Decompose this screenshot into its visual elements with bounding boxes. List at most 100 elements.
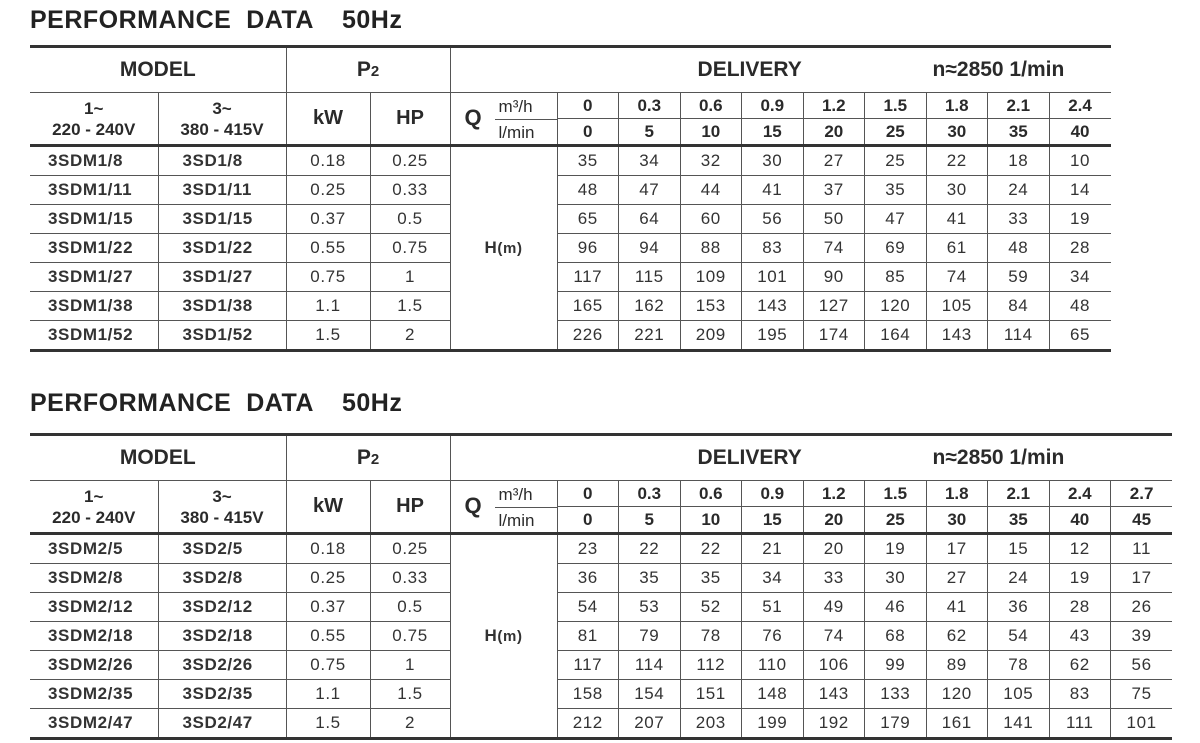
single-phase-header: 1~ 220 - 240V bbox=[30, 92, 159, 147]
head-value-cell: 68 bbox=[864, 621, 927, 651]
head-value-cell: 37 bbox=[802, 175, 866, 205]
head-value-cell: 154 bbox=[618, 679, 681, 709]
head-value-cell: 47 bbox=[864, 204, 927, 234]
flow-lmin-cell: 25 bbox=[864, 118, 927, 147]
model-single-phase: 3SDM1/8 bbox=[30, 145, 159, 176]
flow-lmin-cell: 0 bbox=[557, 506, 620, 535]
frequency-label: 50Hz bbox=[341, 6, 403, 34]
unit-lmin: l/min bbox=[498, 123, 535, 142]
model-three-phase: 3SD2/5 bbox=[157, 533, 287, 564]
power-kw: 1.1 bbox=[285, 679, 371, 709]
header-row: MODEL P2 DELIVERY n≈2850 1/min bbox=[30, 433, 1173, 481]
head-value-cell: 17 bbox=[1110, 563, 1173, 593]
power-hp: 0.5 bbox=[369, 204, 451, 234]
model-single-phase: 3SDM2/35 bbox=[30, 679, 159, 709]
head-value-cell: 79 bbox=[618, 621, 681, 651]
three-phase-header: 3~ 380 - 415V bbox=[157, 480, 287, 535]
power-hp: 1.5 bbox=[369, 679, 451, 709]
head-value-cell: 48 bbox=[987, 233, 1050, 263]
delivery-header: DELIVERY n≈2850 1/min bbox=[449, 433, 1173, 481]
table-row: 3SDM1/52 3SD1/52 1.5 2 226 221 209 195 174 164… bbox=[30, 320, 1111, 352]
flow-lmin-cell: 15 bbox=[741, 506, 804, 535]
flow-lmin-cell: 35 bbox=[987, 506, 1050, 535]
power-hp: 0.75 bbox=[369, 233, 451, 263]
head-value-cell: 23 bbox=[556, 533, 620, 564]
title-text: PERFORMANCE DATA bbox=[30, 389, 314, 417]
head-value-cell: 109 bbox=[679, 262, 743, 292]
table-row: 3SDM1/8 3SD1/8 0.18 0.25 H(m) 35 34 32 30 27 25… bbox=[30, 145, 1111, 352]
three-phase-header: 3~ 380 - 415V bbox=[157, 92, 287, 147]
single-phase-voltage: 220 - 240V bbox=[52, 119, 136, 139]
flow-lmin-cell: 5 bbox=[618, 118, 681, 147]
head-value-cell: 43 bbox=[1048, 621, 1112, 651]
table-row: 3SDM2/35 3SD2/35 1.1 1.5 158 154 151 148 143 1… bbox=[30, 679, 1173, 709]
power-kw: 0.37 bbox=[285, 204, 371, 234]
unit-lmin: l/min bbox=[498, 511, 535, 530]
flow-lmin-cell: 30 bbox=[925, 118, 989, 147]
head-value-cell: 192 bbox=[802, 708, 866, 740]
head-value-cell: 54 bbox=[556, 592, 620, 622]
head-value-cell: 34 bbox=[618, 145, 681, 176]
head-value-cell: 28 bbox=[1048, 233, 1111, 263]
head-value-cell: 49 bbox=[802, 592, 866, 622]
head-value-cell: 61 bbox=[925, 233, 989, 263]
head-value-cell: 96 bbox=[556, 233, 620, 263]
flow-m3h-cell: 0.6 bbox=[679, 480, 743, 507]
head-value-cell: 35 bbox=[679, 563, 743, 593]
head-value-cell: 120 bbox=[925, 679, 989, 709]
head-value-cell: 30 bbox=[864, 563, 927, 593]
head-value-cell: 143 bbox=[741, 291, 804, 321]
head-value-cell: 65 bbox=[556, 204, 620, 234]
head-value-cell: 195 bbox=[741, 320, 804, 352]
unit-m3h: m³/h bbox=[498, 97, 533, 116]
flow-m3h-cell: 1.5 bbox=[864, 92, 927, 119]
model-header: MODEL bbox=[30, 45, 287, 93]
flow-m3h-cell: 1.8 bbox=[925, 480, 989, 507]
head-value-cell: 64 bbox=[618, 204, 681, 234]
head-value-cell: 127 bbox=[802, 291, 866, 321]
flow-m3h-cell: 1.5 bbox=[864, 480, 927, 507]
head-value-cell: 12 bbox=[1048, 533, 1112, 564]
flow-m3h-cell: 0 bbox=[556, 480, 620, 507]
model-three-phase: 3SD1/11 bbox=[157, 175, 287, 205]
power-kw: 0.55 bbox=[285, 621, 371, 651]
unit-divider bbox=[494, 119, 557, 120]
model-single-phase: 3SDM2/8 bbox=[30, 563, 159, 593]
table-row: 3SDM1/15 3SD1/15 0.37 0.5 65 64 60 56 50 47 41 3… bbox=[30, 204, 1111, 234]
q-label: Q bbox=[464, 105, 482, 130]
head-value-cell: 17 bbox=[925, 533, 989, 564]
head-label: H(m) bbox=[449, 145, 558, 352]
head-value-cell: 26 bbox=[1110, 592, 1173, 622]
head-value-cell: 110 bbox=[741, 650, 804, 680]
model-single-phase: 3SDM1/15 bbox=[30, 204, 159, 234]
head-value-cell: 89 bbox=[925, 650, 989, 680]
table-row: 3SDM2/5 3SD2/5 0.18 0.25 H(m) 23 22 22 21 20 19… bbox=[30, 533, 1173, 740]
head-value-cell: 10 bbox=[1048, 145, 1111, 176]
power-kw: 0.55 bbox=[285, 233, 371, 263]
flow-m3h-cell: 0.9 bbox=[741, 92, 804, 119]
model-three-phase: 3SD2/18 bbox=[157, 621, 287, 651]
p2-subscript: 2 bbox=[370, 451, 380, 468]
power-kw: 0.18 bbox=[285, 533, 371, 564]
head-value-cell: 39 bbox=[1110, 621, 1173, 651]
head-value-cell: 65 bbox=[1048, 320, 1111, 352]
head-value-cell: 32 bbox=[679, 145, 743, 176]
head-value-cell: 83 bbox=[741, 233, 804, 263]
model-three-phase: 3SD1/27 bbox=[157, 262, 287, 292]
head-value-cell: 114 bbox=[987, 320, 1050, 352]
table-row: 3SDM1/11 3SD1/11 0.25 0.33 48 47 44 41 37 35 30… bbox=[30, 175, 1111, 205]
performance-table: MODEL P2 DELIVERY n≈2850 1/min 1~ 220 - 24… bbox=[30, 433, 1173, 740]
head-value-cell: 11 bbox=[1110, 533, 1173, 564]
head-label: H(m) bbox=[449, 533, 558, 740]
three-phase-voltage: 380 - 415V bbox=[180, 507, 264, 527]
head-value-cell: 221 bbox=[618, 320, 681, 352]
head-unit: (m) bbox=[497, 240, 523, 257]
delivery-label: DELIVERY bbox=[697, 446, 802, 469]
head-value-cell: 114 bbox=[618, 650, 681, 680]
head-value-cell: 56 bbox=[1110, 650, 1173, 680]
head-value-cell: 34 bbox=[1048, 262, 1111, 292]
flow-lmin-cell: 10 bbox=[679, 506, 743, 535]
